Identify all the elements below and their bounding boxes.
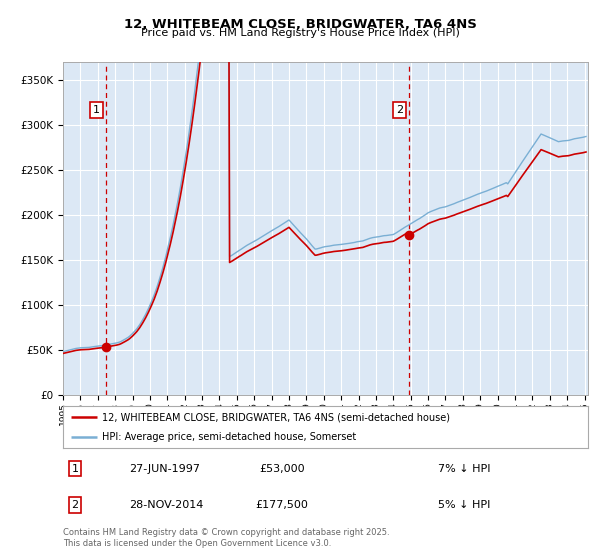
Text: 2: 2 xyxy=(396,105,403,115)
Text: 1: 1 xyxy=(93,105,100,115)
Text: £53,000: £53,000 xyxy=(259,464,305,474)
Text: 27-JUN-1997: 27-JUN-1997 xyxy=(129,464,200,474)
Text: 12, WHITEBEAM CLOSE, BRIDGWATER, TA6 4NS: 12, WHITEBEAM CLOSE, BRIDGWATER, TA6 4NS xyxy=(124,18,476,31)
Text: Price paid vs. HM Land Registry's House Price Index (HPI): Price paid vs. HM Land Registry's House … xyxy=(140,28,460,38)
Text: 7% ↓ HPI: 7% ↓ HPI xyxy=(438,464,491,474)
Text: 28-NOV-2014: 28-NOV-2014 xyxy=(129,500,203,510)
Text: HPI: Average price, semi-detached house, Somerset: HPI: Average price, semi-detached house,… xyxy=(103,432,356,442)
Text: 1: 1 xyxy=(71,464,79,474)
Text: £177,500: £177,500 xyxy=(256,500,308,510)
Text: 2: 2 xyxy=(71,500,79,510)
Text: Contains HM Land Registry data © Crown copyright and database right 2025.
This d: Contains HM Land Registry data © Crown c… xyxy=(63,528,389,548)
Text: 12, WHITEBEAM CLOSE, BRIDGWATER, TA6 4NS (semi-detached house): 12, WHITEBEAM CLOSE, BRIDGWATER, TA6 4NS… xyxy=(103,412,451,422)
Text: 5% ↓ HPI: 5% ↓ HPI xyxy=(438,500,490,510)
